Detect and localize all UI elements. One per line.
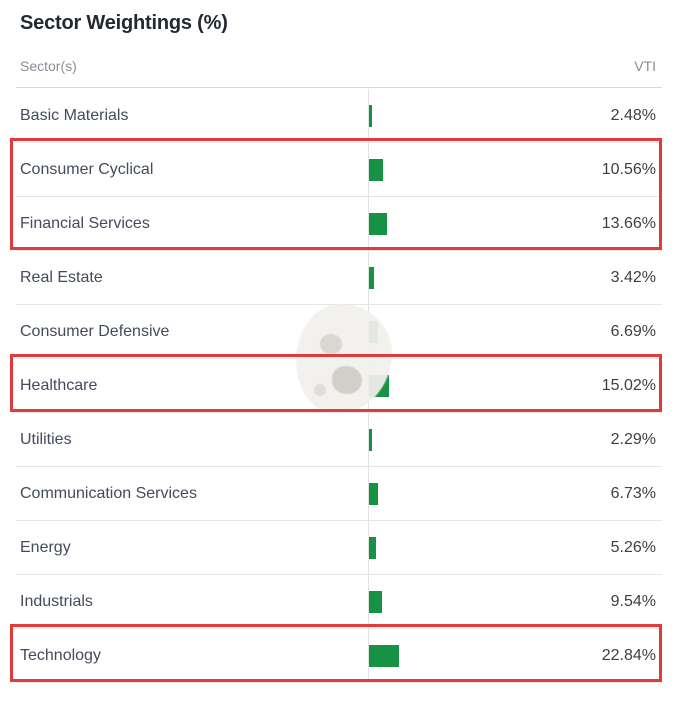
watermark-spot bbox=[314, 384, 326, 396]
weighting-bar bbox=[369, 428, 372, 451]
table-header: Sector(s) VTI bbox=[20, 58, 656, 74]
sector-label: Healthcare bbox=[20, 376, 98, 394]
table-row: Technology 22.84% bbox=[16, 629, 662, 683]
header-divider bbox=[16, 87, 662, 88]
sector-label: Industrials bbox=[20, 592, 93, 610]
column-header-sector: Sector(s) bbox=[20, 58, 77, 74]
weighting-value: 9.54% bbox=[610, 592, 656, 610]
weighting-value: 5.26% bbox=[610, 538, 656, 556]
sector-label: Consumer Cyclical bbox=[20, 160, 154, 178]
weighting-value: 10.56% bbox=[601, 160, 656, 178]
sector-label: Utilities bbox=[20, 430, 72, 448]
sector-label: Financial Services bbox=[20, 214, 150, 232]
table-row: Energy 5.26% bbox=[16, 521, 662, 575]
weighting-value: 2.48% bbox=[610, 106, 656, 124]
table-row: Communication Services 6.73% bbox=[16, 467, 662, 521]
column-header-vti: VTI bbox=[634, 58, 656, 74]
weighting-value: 6.69% bbox=[610, 322, 656, 340]
weighting-bar bbox=[369, 536, 376, 559]
sector-label: Basic Materials bbox=[20, 106, 129, 124]
weighting-value: 13.66% bbox=[601, 214, 656, 232]
weighting-value: 2.29% bbox=[610, 430, 656, 448]
sector-label: Energy bbox=[20, 538, 71, 556]
weighting-bar bbox=[369, 212, 387, 235]
weighting-value: 15.02% bbox=[601, 376, 656, 394]
weighting-bar bbox=[369, 590, 382, 613]
sector-label: Real Estate bbox=[20, 268, 103, 286]
table-row: Real Estate 3.42% bbox=[16, 251, 662, 305]
weighting-bar bbox=[369, 266, 374, 289]
sector-label: Technology bbox=[20, 646, 101, 664]
sector-label: Consumer Defensive bbox=[20, 322, 170, 340]
weighting-bar bbox=[369, 104, 372, 127]
weighting-value: 6.73% bbox=[610, 484, 656, 502]
weighting-bar bbox=[369, 644, 399, 667]
table-row: Utilities 2.29% bbox=[16, 413, 662, 467]
weighting-bar bbox=[369, 482, 378, 505]
page-title: Sector Weightings (%) bbox=[20, 12, 228, 34]
table-row: Industrials 9.54% bbox=[16, 575, 662, 629]
table-row: Consumer Cyclical 10.56% bbox=[16, 143, 662, 197]
table-row: Basic Materials 2.48% bbox=[16, 89, 662, 143]
sector-label: Communication Services bbox=[20, 484, 197, 502]
table-row: Financial Services 13.66% bbox=[16, 197, 662, 251]
sector-table: Basic Materials 2.48% Consumer Cyclical … bbox=[0, 89, 678, 683]
weighting-bar bbox=[369, 158, 383, 181]
weighting-value: 22.84% bbox=[601, 646, 656, 664]
weighting-value: 3.42% bbox=[610, 268, 656, 286]
